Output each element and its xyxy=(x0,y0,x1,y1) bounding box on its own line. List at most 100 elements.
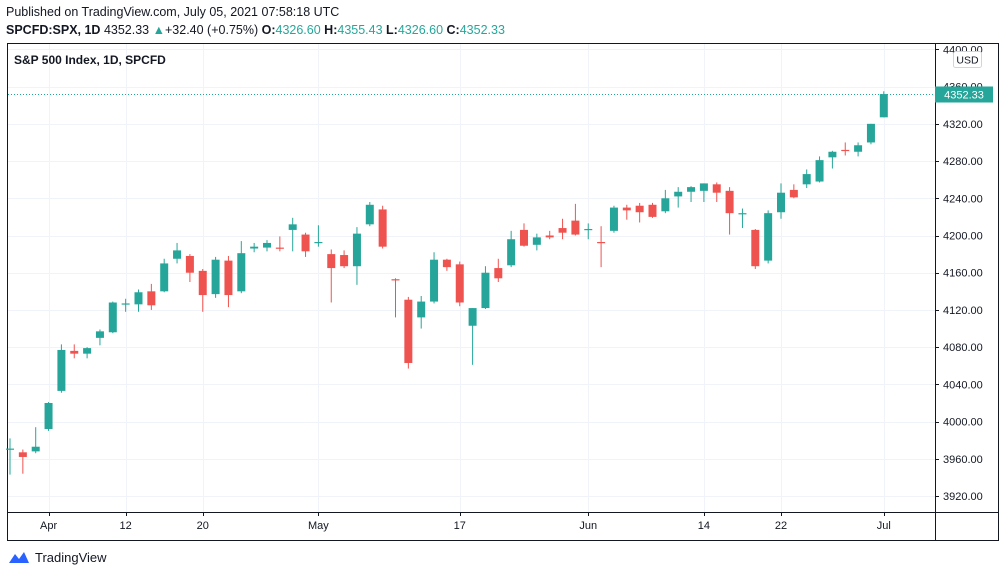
x-tick-label: Jul xyxy=(877,520,891,532)
price-axis[interactable]: 3920.00 3960.00 4000.00 4040.00 4080.00 4120.… xyxy=(935,44,983,503)
y-tick-label: 4280.00 xyxy=(943,156,983,168)
candle-body xyxy=(609,207,618,231)
chart-title: S&P 500 Index, 1D, SPCFD xyxy=(14,53,166,67)
candle xyxy=(83,347,92,359)
close-value: 4352.33 xyxy=(459,23,505,37)
candle-body xyxy=(352,233,361,267)
candle-body xyxy=(198,270,207,296)
candle xyxy=(455,261,464,307)
candle xyxy=(866,123,875,145)
candle xyxy=(494,258,503,283)
candle-body xyxy=(687,187,696,192)
candle-body xyxy=(108,302,117,333)
candle xyxy=(481,266,490,310)
candle xyxy=(699,183,708,203)
candle xyxy=(674,187,683,208)
candle xyxy=(661,189,670,214)
candle xyxy=(44,402,53,431)
open-label: O: xyxy=(261,23,276,37)
candle xyxy=(558,218,567,240)
candle xyxy=(211,256,220,298)
candle xyxy=(622,204,631,220)
x-tick-label: May xyxy=(308,520,329,532)
candle-body xyxy=(481,272,490,309)
y-tick-label: 4080.00 xyxy=(943,342,983,354)
candle-body xyxy=(712,184,721,193)
candle-body xyxy=(841,149,850,152)
candle-body xyxy=(327,254,336,269)
y-tick-label: 4120.00 xyxy=(943,305,983,317)
y-tick-label: 4000.00 xyxy=(943,417,983,429)
candle-body xyxy=(648,204,657,217)
candle-body xyxy=(815,160,824,182)
candle-body xyxy=(250,246,259,249)
candle-body xyxy=(185,255,194,273)
published-note: Published on TradingView.com, July 05, 2… xyxy=(6,5,340,19)
candle xyxy=(635,202,644,223)
candle-body xyxy=(417,301,426,318)
candle-body xyxy=(725,190,734,214)
candle-body xyxy=(83,348,92,354)
footer-brand[interactable]: TradingView xyxy=(8,550,107,565)
low-value: 4326.60 xyxy=(397,23,444,37)
candle-body xyxy=(31,446,40,452)
candle xyxy=(327,249,336,303)
candle xyxy=(301,232,310,257)
candle-body xyxy=(288,224,297,230)
candle xyxy=(237,241,246,294)
candle-body xyxy=(854,145,863,152)
tradingview-logo-icon xyxy=(9,551,29,563)
candle-body xyxy=(237,253,246,292)
candle xyxy=(95,329,104,346)
candle-body xyxy=(442,259,451,268)
time-axis[interactable]: Apr 12 20 May 17 Jun 14 22 Jul xyxy=(40,512,891,532)
candle xyxy=(879,91,888,118)
candle xyxy=(185,254,194,283)
candle xyxy=(764,210,773,264)
candle xyxy=(352,227,361,285)
candle-body xyxy=(879,94,888,118)
candle xyxy=(70,344,79,359)
candle xyxy=(365,202,374,227)
last-price-marker: 4352.33 xyxy=(8,86,993,103)
candle-body xyxy=(584,228,593,231)
candle xyxy=(288,217,297,252)
candle xyxy=(6,438,14,475)
candle xyxy=(160,258,169,293)
candle-body xyxy=(44,402,53,430)
candle xyxy=(378,205,387,249)
candle-body xyxy=(751,229,760,267)
candle-body xyxy=(802,174,811,185)
candle xyxy=(777,183,785,219)
candle-body xyxy=(211,259,220,295)
low-label: L: xyxy=(386,23,398,37)
candle-body xyxy=(70,350,79,354)
y-tick-label: 3960.00 xyxy=(943,454,983,466)
close-label: C: xyxy=(446,23,460,37)
candle-body xyxy=(789,189,798,198)
open-value: 4326.60 xyxy=(275,23,321,37)
x-tick-label: 17 xyxy=(454,520,466,532)
candle-body xyxy=(224,260,233,296)
candle xyxy=(841,142,850,156)
chart-frame xyxy=(7,43,999,541)
high-value: 4355.43 xyxy=(337,23,383,37)
candle xyxy=(31,427,40,454)
candle-body xyxy=(866,123,875,143)
last-price-label: 4352.33 xyxy=(944,90,984,102)
candle-body xyxy=(622,207,631,211)
candle xyxy=(18,449,27,474)
y-tick-label: 4320.00 xyxy=(943,119,983,131)
candle xyxy=(597,226,606,268)
candle xyxy=(442,258,451,271)
candle-body xyxy=(275,247,284,249)
candle-body xyxy=(532,237,541,245)
candle xyxy=(468,308,477,365)
candle-body xyxy=(699,183,708,191)
y-tick-label: 4240.00 xyxy=(943,193,983,205)
grid xyxy=(8,44,935,512)
candle-body xyxy=(545,235,554,238)
candle xyxy=(751,228,760,269)
candle xyxy=(725,187,734,235)
